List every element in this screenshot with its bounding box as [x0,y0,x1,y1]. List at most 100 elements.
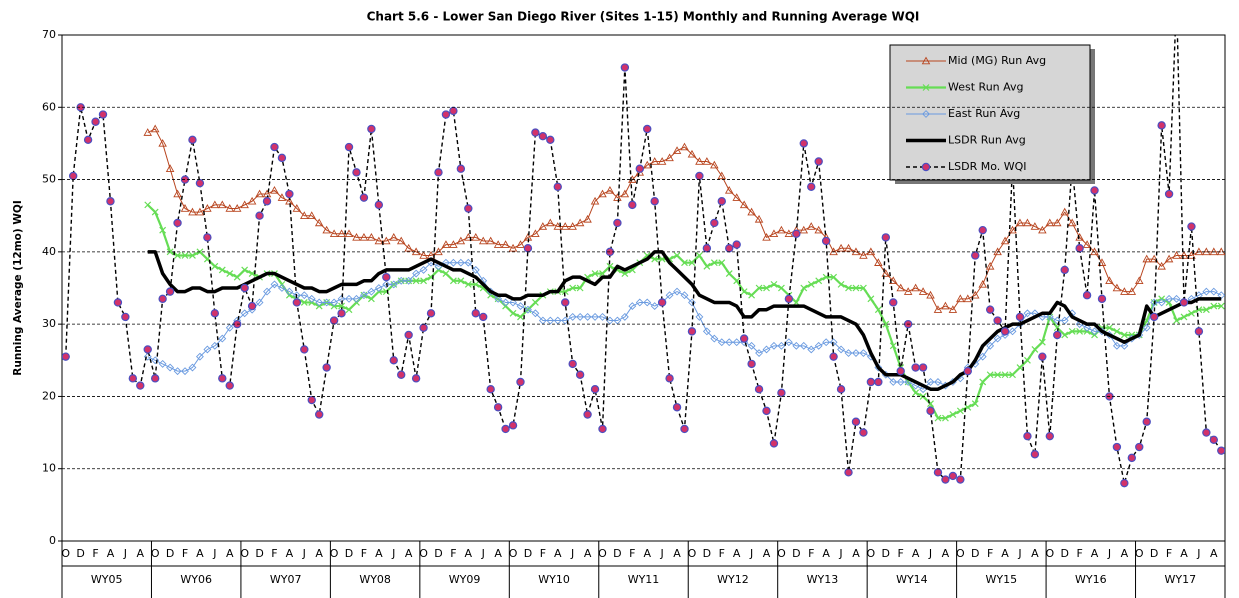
data-point [994,371,1002,379]
data-point [598,312,607,321]
data-point [337,229,346,238]
data-point [569,284,577,292]
y-tick-label: 60 [42,100,56,113]
data-point [1045,312,1054,321]
data-point [1083,323,1092,332]
data-point [747,207,756,216]
data-point [732,338,741,347]
data-point [338,302,345,310]
data-point [449,258,458,267]
data-point [1187,251,1196,259]
data-point [420,277,427,285]
data-point [859,251,868,259]
data-point [277,284,286,292]
data-point [419,265,428,274]
data-point [769,229,779,238]
data-point [531,229,540,238]
data-point [830,273,838,281]
data-point [822,338,831,347]
data-point [784,338,793,347]
data-point [218,374,227,383]
data-point [680,291,689,300]
data-point [322,225,331,234]
x-tick-label: D [524,547,532,560]
data-point [374,236,384,245]
data-point [672,403,682,412]
data-point [985,305,995,314]
data-point [158,294,167,304]
data-point [255,211,264,220]
data-point [844,243,853,252]
data-point [970,290,980,299]
data-point [419,251,428,259]
data-point [404,276,413,285]
group-label: WY17 [1164,573,1196,586]
data-point [277,153,287,163]
data-point [203,345,212,354]
data-point [1135,442,1144,452]
data-point [777,388,786,398]
data-point [896,283,905,292]
data-point [911,283,920,292]
data-point [493,240,503,248]
x-tick-label: A [822,547,830,560]
data-point [926,290,935,299]
data-point [642,160,652,169]
data-point [113,298,123,307]
data-point [419,323,428,332]
chart-title: Chart 5.6 - Lower San Diego River (Sites… [367,10,920,24]
data-point [762,232,771,241]
data-point [583,312,592,321]
x-tick-label: F [182,547,188,560]
group-label: WY14 [896,573,928,586]
data-point [464,258,473,267]
data-point [754,385,764,394]
data-point [165,287,175,296]
data-point [233,273,241,281]
data-point [620,189,630,198]
x-tick-label: F [987,547,993,560]
data-point [837,345,845,354]
data-point [762,406,771,416]
data-point [859,349,868,357]
data-point [621,270,629,277]
data-point [263,287,271,296]
data-point [374,200,384,210]
x-tick-label: D [882,547,890,560]
data-point [754,214,764,223]
data-point [546,218,555,227]
data-point [241,266,249,274]
data-point [1097,294,1107,304]
data-point [493,403,503,412]
data-point [799,139,808,148]
data-point [680,142,689,151]
group-label: WY08 [359,573,391,586]
data-point [345,294,353,303]
data-point [143,128,152,136]
data-point [1112,283,1122,292]
data-point [225,323,234,332]
data-point [993,316,1002,325]
data-point [695,171,704,181]
legend-label: LSDR Mo. WQI [948,160,1027,173]
data-point [285,189,294,199]
data-point [501,298,510,307]
data-point [643,124,652,134]
data-point [926,378,935,386]
x-tick-label: O [240,547,249,560]
data-point [1127,287,1137,295]
x-tick-label: F [92,547,98,560]
group-label: WY13 [807,573,839,586]
data-point [1001,371,1009,379]
data-point [568,312,577,321]
data-point [948,305,958,313]
data-point [1157,261,1166,270]
data-point [993,334,1002,343]
data-point [665,153,674,162]
data-point [650,197,659,206]
x-tick-label: O [330,547,339,560]
data-point [382,272,391,282]
data-point [330,298,339,307]
data-point [1173,0,1180,2]
data-point [307,395,316,405]
